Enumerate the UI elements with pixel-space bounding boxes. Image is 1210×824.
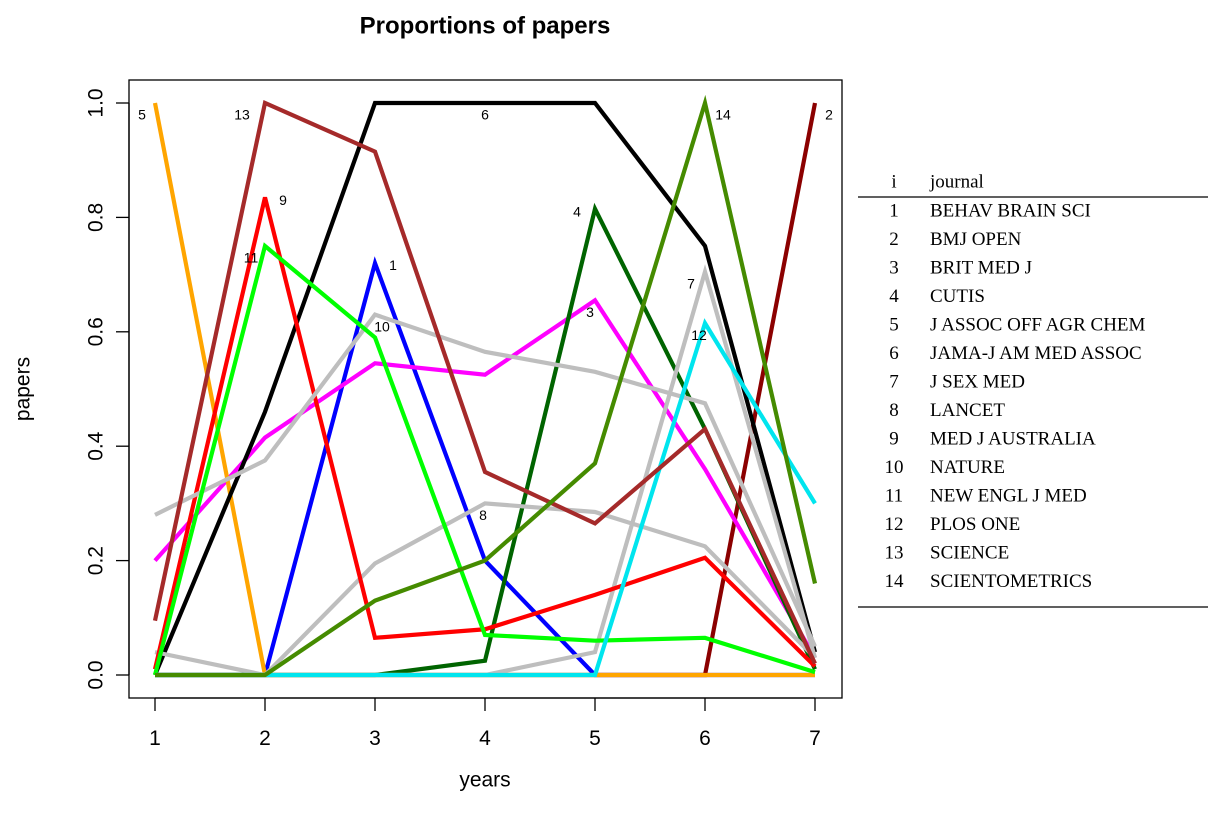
legend-row-journal: BMJ OPEN xyxy=(930,229,1022,250)
legend-row-index: 12 xyxy=(885,514,904,535)
series-line-6 xyxy=(153,100,818,676)
series-label-10: 10 xyxy=(374,318,390,334)
series-label-12: 12 xyxy=(691,327,707,343)
legend-row-index: 2 xyxy=(889,229,899,250)
legend-row-journal: BEHAV BRAIN SCI xyxy=(930,200,1091,221)
legend-row-index: 8 xyxy=(889,400,899,421)
y-tick-label: 0.2 xyxy=(85,546,108,575)
chart-title: Proportions of papers xyxy=(360,12,611,39)
legend-row-journal: SCIENTOMETRICS xyxy=(930,571,1092,592)
y-tick-label: 0.4 xyxy=(85,431,108,461)
legend-row-index: 11 xyxy=(885,485,903,506)
series-line-13 xyxy=(152,100,817,665)
series-line-10 xyxy=(154,312,817,648)
x-tick-label: 2 xyxy=(259,727,271,750)
y-tick-label: 0.8 xyxy=(85,203,108,232)
legend-header-i: i xyxy=(891,171,896,192)
x-tick-label: 7 xyxy=(809,727,821,750)
series-label-1: 1 xyxy=(389,257,397,273)
series-label-11: 11 xyxy=(244,250,259,266)
legend-row-journal: LANCET xyxy=(930,400,1005,421)
legend-row-index: 3 xyxy=(889,257,899,278)
legend-row-index: 9 xyxy=(889,428,899,449)
legend-row-index: 13 xyxy=(885,542,904,563)
series-line-8 xyxy=(155,501,817,678)
legend-row-journal: JAMA-J AM MED ASSOC xyxy=(930,343,1142,364)
series-label-2: 2 xyxy=(825,107,833,123)
x-tick-label: 3 xyxy=(369,727,381,750)
legend-row-journal: J SEX MED xyxy=(930,371,1025,392)
series-label-4: 4 xyxy=(573,204,581,220)
legend-row-journal: PLOS ONE xyxy=(930,514,1020,535)
series-label-7: 7 xyxy=(687,275,695,291)
series-label-5: 5 xyxy=(138,107,146,123)
legend-row-journal: CUTIS xyxy=(930,286,985,307)
series-line-5 xyxy=(152,102,815,678)
legend-row-index: 14 xyxy=(885,571,905,592)
x-tick-label: 5 xyxy=(589,727,601,750)
series-label-13: 13 xyxy=(234,107,250,123)
y-tick-label: 0.6 xyxy=(85,317,108,346)
plot-frame xyxy=(128,79,843,699)
legend-table: i journal 1 BEHAV BRAIN SCI 2 BMJ OPEN 3 BRIT M… xyxy=(858,171,1208,608)
y-tick-label: 1.0 xyxy=(85,88,108,117)
legend-row-journal: NATURE xyxy=(930,457,1005,478)
series-label-8: 8 xyxy=(479,507,487,523)
legend-row-index: 1 xyxy=(889,200,899,221)
legend-row-journal: MED J AUSTRALIA xyxy=(930,428,1096,449)
legend-row-journal: BRIT MED J xyxy=(930,257,1032,278)
x-tick-label: 6 xyxy=(699,727,711,750)
legend-row-index: 10 xyxy=(885,457,904,478)
series-line-14 xyxy=(155,94,818,678)
legend-header-journal: journal xyxy=(929,171,984,192)
legend-row-index: 5 xyxy=(889,314,899,335)
x-axis-label: years xyxy=(459,769,510,792)
series-label-9: 9 xyxy=(279,192,287,208)
y-axis-label: papers xyxy=(12,357,35,421)
legend-row-index: 6 xyxy=(889,343,899,364)
series-label-3: 3 xyxy=(586,304,594,320)
legend-row-journal: NEW ENGL J MED xyxy=(930,485,1087,506)
legend-row-index: 4 xyxy=(889,286,899,307)
series-line-11 xyxy=(152,242,816,676)
series-label-6: 6 xyxy=(481,107,489,123)
x-tick-label: 1 xyxy=(149,727,161,750)
series-layer xyxy=(152,94,818,678)
series-line-2 xyxy=(155,102,818,678)
y-tick-label: 0.0 xyxy=(85,660,108,689)
legend-row-journal: J ASSOC OFF AGR CHEM xyxy=(930,314,1146,335)
series-label-14: 14 xyxy=(715,107,731,123)
legend-row-journal: SCIENCE xyxy=(930,542,1009,563)
x-tick-label: 4 xyxy=(479,727,491,750)
legend-row-index: 7 xyxy=(889,371,899,392)
series-line-3 xyxy=(153,297,817,659)
